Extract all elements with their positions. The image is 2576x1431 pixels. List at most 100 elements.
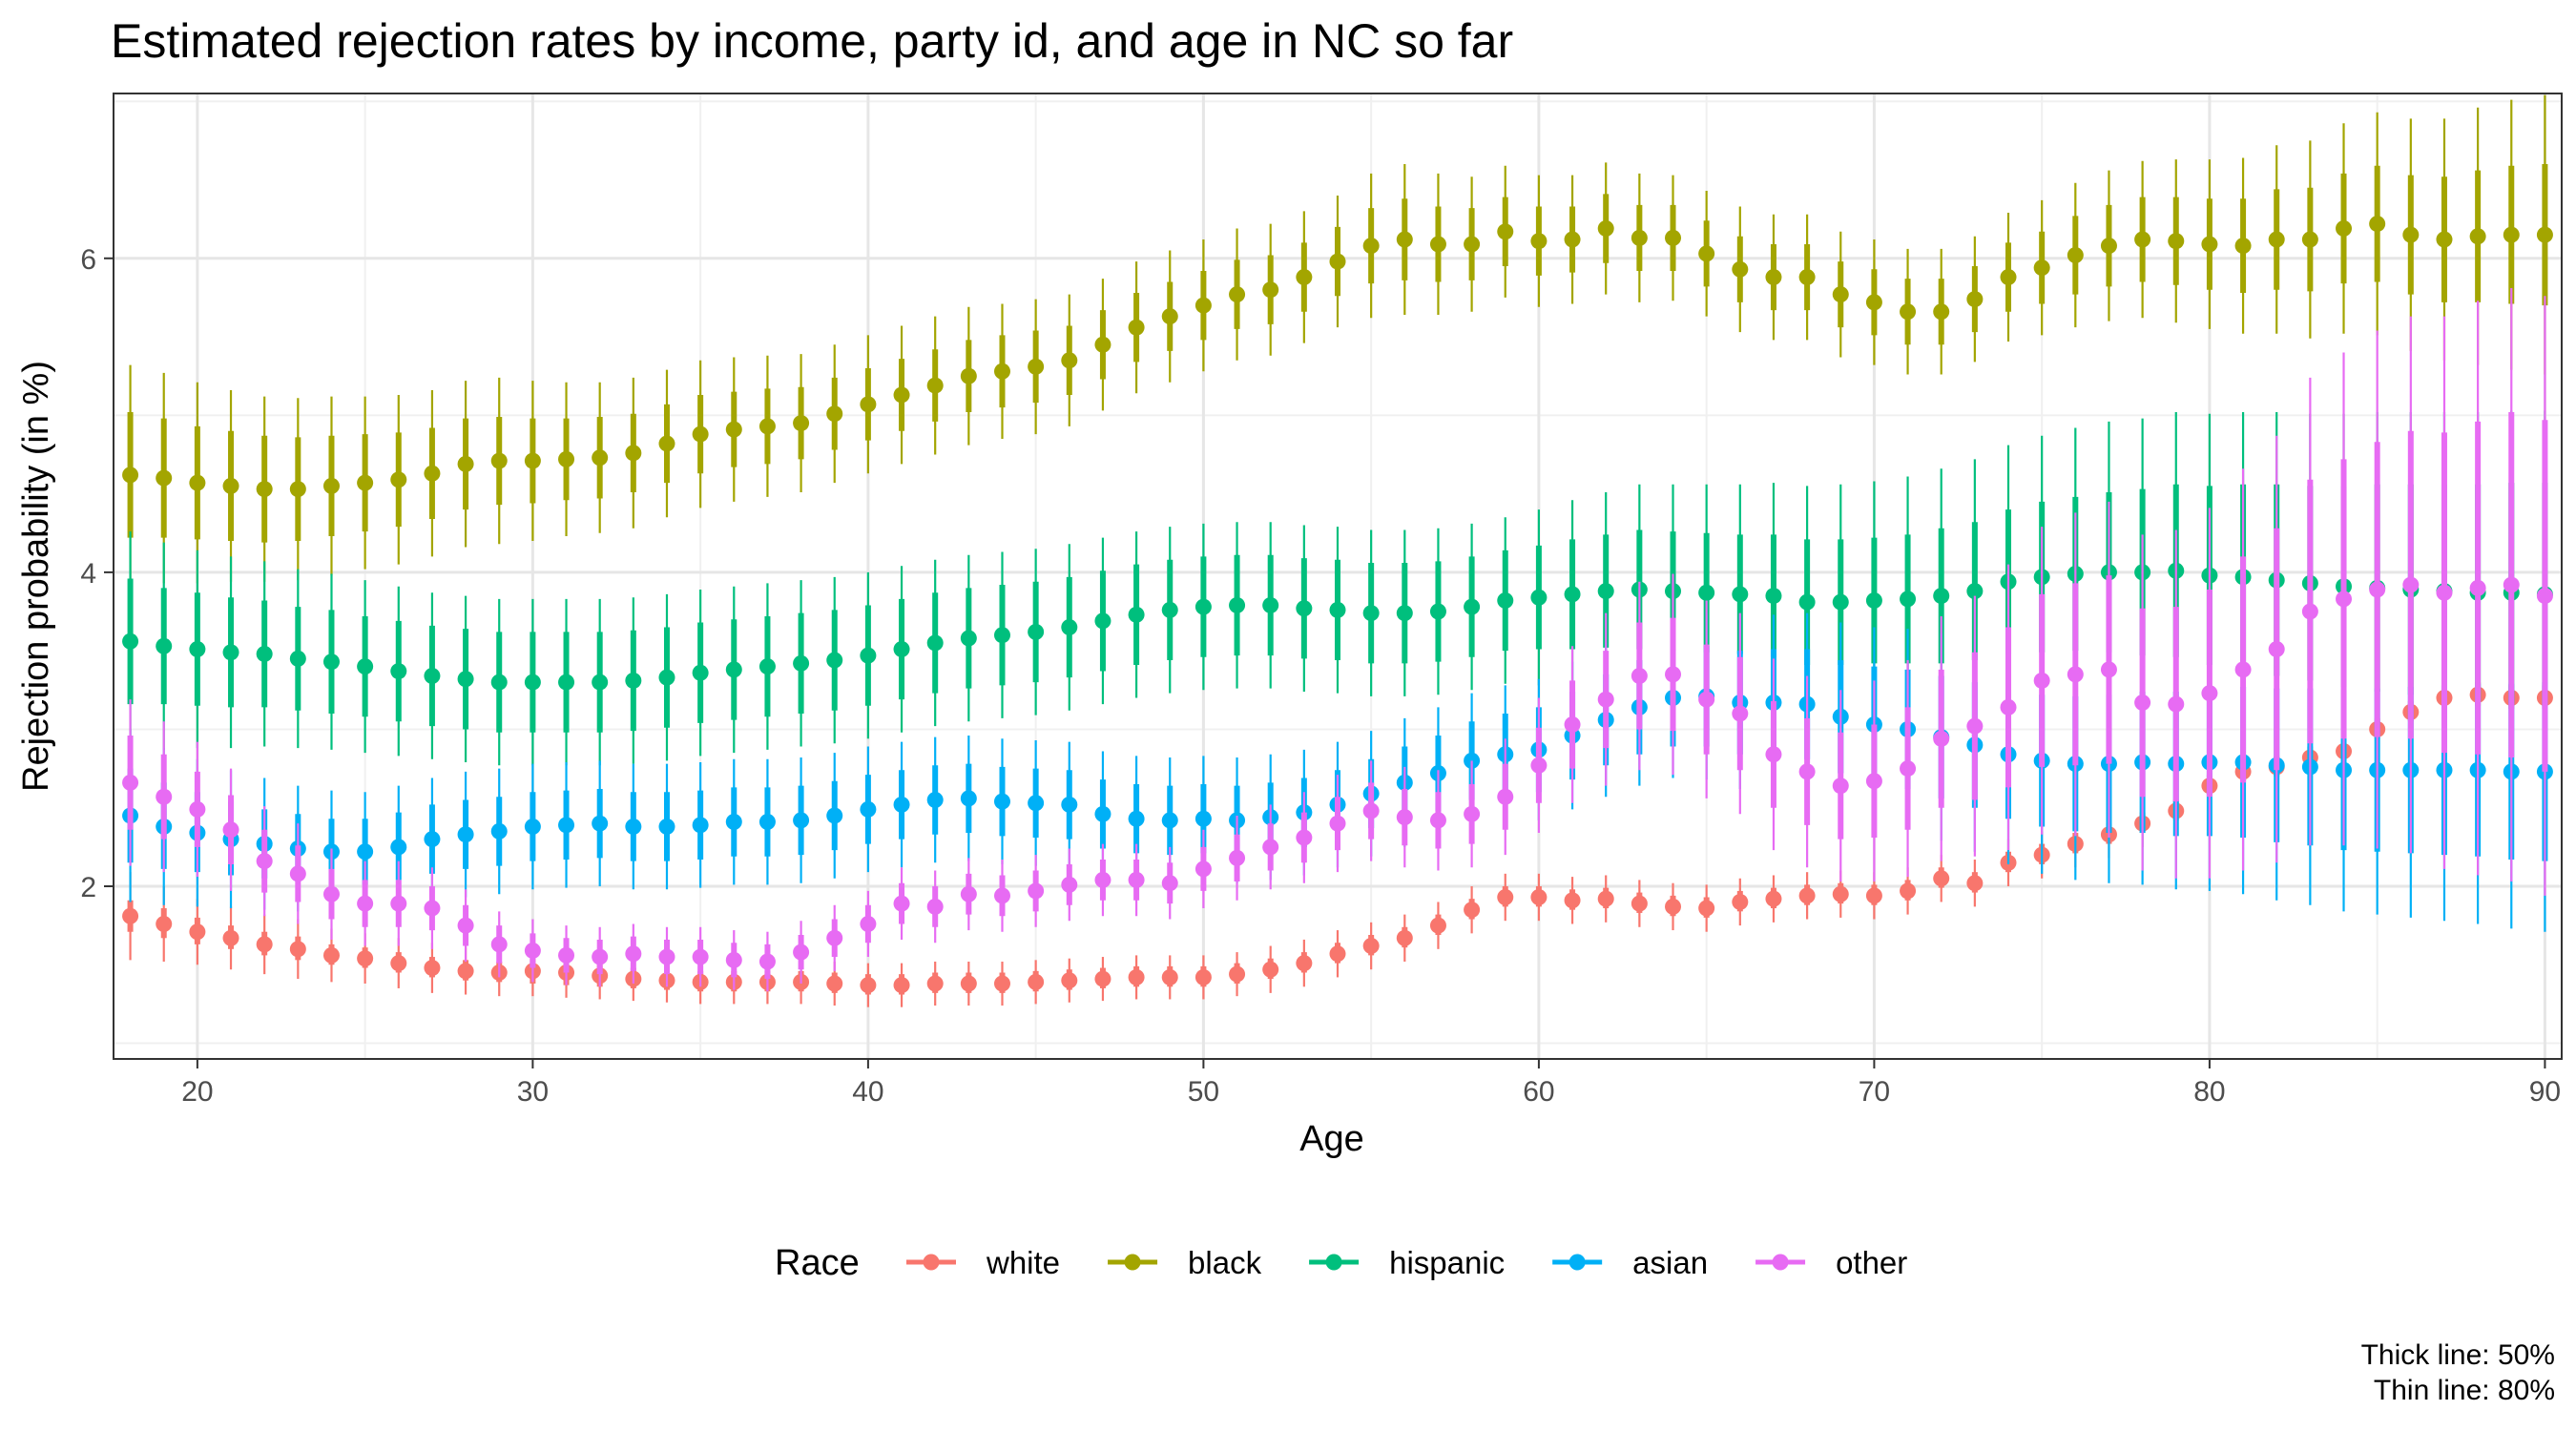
black-point [1161,308,1178,325]
series-other [122,288,2553,992]
asian-point [658,818,675,835]
asian-point [1128,810,1145,827]
white-point [322,946,340,964]
white-point [457,963,474,980]
other-point [1329,815,1346,832]
other-point [1564,716,1581,734]
hispanic-point [1732,586,1749,603]
white-point [1832,885,1849,902]
other-point [2134,694,2151,711]
hispanic-point [960,630,977,647]
black-point [1128,319,1145,336]
black-point [1564,231,1581,248]
asian-point [1195,810,1212,827]
hispanic-point [256,645,273,662]
other-point [758,953,776,970]
black-point [524,452,541,469]
black-point [1061,352,1078,369]
hispanic-point [860,647,877,664]
other-point [357,895,374,912]
hispanic-point [1296,600,1313,617]
other-point [658,948,675,965]
white-point [289,941,306,958]
asian-point [457,826,474,843]
white-point [1865,887,1882,904]
black-point [1933,303,1950,321]
other-point [1396,809,1413,826]
black-point [993,363,1010,380]
other-point [960,885,977,902]
hispanic-point [1530,589,1548,606]
hispanic-point [1832,593,1849,611]
plot-border [113,93,2563,1060]
y-tick-label: 4 [80,558,96,590]
other-point [390,895,407,912]
white-point [1195,968,1212,985]
other-point [1464,805,1481,822]
asian-point [860,800,877,818]
white-point [189,923,206,941]
hispanic-point [658,669,675,686]
black-point [2369,216,2386,233]
white-point [993,975,1010,992]
legend-key-point-other [1772,1254,1789,1271]
chart-title: Estimated rejection rates by income, par… [111,14,1513,68]
other-point [1832,778,1849,795]
black-point [457,455,474,472]
legend-label-white: white [986,1245,1060,1280]
white-point [1900,882,1917,900]
hispanic-point [1464,598,1481,615]
other-point [222,821,239,839]
asian-point [490,822,508,840]
hispanic-point [1195,598,1212,615]
black-point [1597,220,1614,238]
other-point [993,887,1010,904]
other-point [2201,685,2218,702]
other-point [189,800,206,818]
other-point [1597,691,1614,708]
black-point [2503,226,2520,243]
hispanic-point [1161,601,1178,618]
other-point [1665,666,1682,683]
black-point [1028,358,1045,375]
asian-point [1094,805,1111,822]
hispanic-point [993,627,1010,644]
black-point [1229,286,1246,303]
other-point [1732,705,1749,722]
caption-thin-line: Thin line: 80% [2374,1375,2555,1406]
black-point [960,367,977,384]
other-point [2336,591,2353,608]
asian-point [926,791,944,808]
white-point [1028,973,1045,990]
hispanic-point [893,641,910,658]
legend-label-black: black [1188,1245,1262,1280]
asian-point [390,839,407,856]
black-point [2536,226,2553,243]
black-point [658,435,675,452]
asian-point [826,807,843,824]
white-point [1329,945,1346,963]
black-point [860,396,877,413]
hispanic-point [1564,586,1581,603]
hispanic-point [524,674,541,691]
hispanic-point [424,667,441,684]
hispanic-point [725,661,742,678]
white-point [926,975,944,992]
white-point [1933,870,1950,887]
hispanic-point [1933,588,1950,605]
hispanic-point [1698,584,1715,601]
black-point [1865,294,1882,311]
other-point [289,865,306,882]
black-point [1362,238,1380,255]
black-point [926,377,944,394]
other-point [1966,717,1984,735]
other-point [2033,672,2050,689]
black-point [1262,281,1279,299]
black-point [893,386,910,404]
black-point [1900,303,1917,321]
other-point [793,944,810,961]
asian-point [558,817,575,834]
black-point [1329,253,1346,270]
black-point [357,474,374,491]
other-point [826,929,843,946]
